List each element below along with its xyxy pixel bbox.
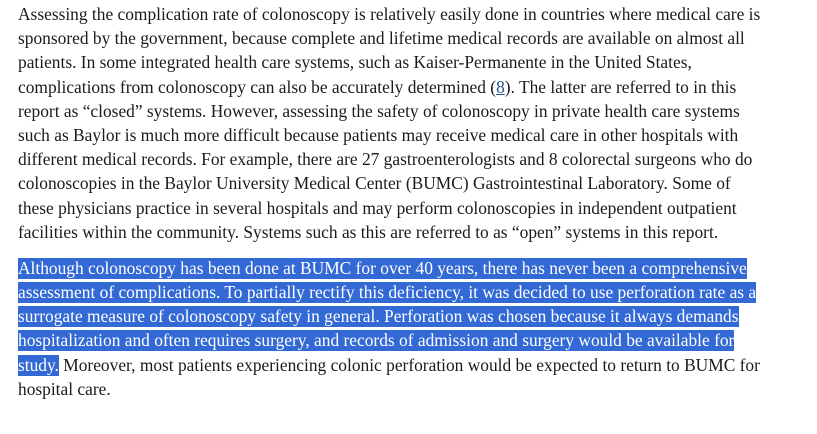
text-line: such as Baylor is much more difficult be…	[18, 124, 739, 145]
text-line: different medical records. For example, …	[18, 149, 753, 170]
selection-highlight[interactable]: surrogate measure of colonoscopy safety …	[18, 306, 739, 328]
paragraph-complication-rate: Assessing the complication rate of colon…	[18, 2, 808, 244]
paragraph-perforation-rate: Although colonoscopy has been done at BU…	[18, 256, 808, 401]
text-segment: complications from colonoscopy can also …	[18, 76, 497, 97]
text-segment: ). The latter are referred to in this	[504, 76, 737, 97]
text-line: colonoscopies in the Baylor University M…	[18, 173, 731, 194]
selected-text-line[interactable]: Although colonoscopy has been done at BU…	[18, 256, 808, 280]
selection-highlight-end[interactable]: study.	[18, 354, 59, 376]
selected-text-line[interactable]: surrogate measure of colonoscopy safety …	[18, 304, 808, 328]
selected-text-line[interactable]: assessment of complications. To partiall…	[18, 280, 808, 304]
citation-link-8[interactable]: 8	[496, 76, 505, 97]
selection-highlight[interactable]: hospitalization and often requires surge…	[18, 330, 735, 352]
text-line: Assessing the complication rate of colon…	[18, 4, 761, 24]
text-line: these physicians practice in several hos…	[18, 197, 737, 218]
text-line-with-citation: complications from colonoscopy can also …	[18, 75, 808, 99]
partially-selected-text-line: study. Moreover, most patients experienc…	[18, 353, 808, 377]
text-line: patients. In some integrated health care…	[18, 52, 692, 73]
text-line: sponsored by the government, because com…	[18, 28, 745, 49]
text-segment: Moreover, most patients experiencing col…	[58, 354, 760, 375]
selection-highlight[interactable]: assessment of complications. To partiall…	[18, 282, 757, 304]
selection-highlight[interactable]: Although colonoscopy has been done at BU…	[18, 257, 747, 279]
selected-text-line[interactable]: hospitalization and often requires surge…	[18, 328, 808, 352]
text-line: facilities within the community. Systems…	[18, 221, 719, 242]
text-line: report as “closed” systems. However, ass…	[18, 100, 740, 121]
text-line: hospital care.	[18, 378, 111, 399]
article-body: Assessing the complication rate of colon…	[18, 2, 808, 401]
